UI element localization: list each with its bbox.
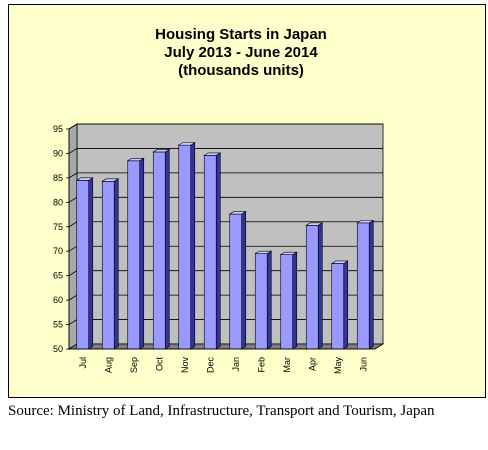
gridline [68,123,383,130]
bar-apr [305,225,319,350]
y-tick-label: 75 [53,222,63,232]
bar-side-may [343,260,349,350]
y-tick-label: 80 [53,197,63,207]
bar-jun [356,222,370,350]
bar-side-mar [292,251,298,350]
bar-top-jul [75,177,94,181]
bar-side-dec [215,152,221,350]
chart-title-line-3: (thousands units) [178,62,304,79]
x-tick-label: Apr [307,357,317,371]
bar-jan [229,213,243,350]
gridline [68,148,383,154]
bar-side-apr [317,222,323,350]
housing-starts-chart: Housing Starts in Japan July 2013 - June… [53,26,385,375]
y-tick-label: 55 [53,320,63,330]
bar-top-sep [126,157,145,162]
y-tick-label: 70 [53,246,63,256]
x-tick-label: Feb [256,357,266,373]
gridline [68,172,383,179]
bar-may [331,263,345,350]
bar-side-jul [88,177,94,350]
y-tick-label: 90 [53,148,63,158]
bar-side-nov [190,142,196,350]
x-tick-label: Dec [205,357,215,374]
y-tick-label: 95 [53,124,63,134]
bar-nov [178,144,192,350]
bar-top-jan [228,211,247,215]
bar-side-sep [139,157,145,350]
y-tick-label: 60 [53,295,63,305]
y-tick-label: 65 [53,271,63,281]
bar-side-feb [266,250,272,350]
plot-area: 50 55 60 65 70 75 80 85 90 95 Jul Aug Sep Oct Nov Dec Ja… [53,123,385,375]
x-tick-label: Jun [358,357,368,372]
x-tick-label: May [333,357,343,375]
bar-mar [280,254,294,350]
bar-side-jun [368,219,374,350]
chart-title-line-2: July 2013 - June 2014 [164,44,318,61]
bar-sep [127,160,141,350]
bar-oct [152,151,166,350]
chart-frame: Housing Starts in Japan July 2013 - June… [8,4,486,398]
bar-top-feb [254,250,273,254]
bar-feb [254,253,268,350]
plot-side-wall [68,123,78,350]
bar-side-jan [241,211,247,350]
x-tick-label: Aug [103,357,113,373]
bar-top-nov [177,142,196,146]
x-tick-label: Jul [78,357,88,369]
bar-dec [203,155,217,350]
bar-jul [76,180,90,350]
bar-top-may [330,260,349,264]
bar-top-aug [101,178,120,182]
bar-side-aug [113,178,119,350]
bar-top-dec [203,152,222,156]
bar-top-mar [279,251,298,255]
x-tick-label: Jan [231,357,241,372]
bar-top-jun [356,220,375,224]
source-note: Source: Ministry of Land, Infrastructure… [8,403,435,419]
y-tick-label: 85 [53,173,63,183]
chart-title-line-1: Housing Starts in Japan [155,26,327,43]
x-tick-label: Nov [180,357,190,374]
bar-top-oct [152,149,171,153]
bar-side-oct [164,148,170,350]
x-tick-label: Sep [129,357,139,373]
bar-top-apr [305,222,324,226]
x-tick-label: Oct [154,357,164,372]
x-tick-label: Mar [282,357,292,373]
bar-aug [101,181,115,350]
y-tick-label: 50 [53,344,63,354]
